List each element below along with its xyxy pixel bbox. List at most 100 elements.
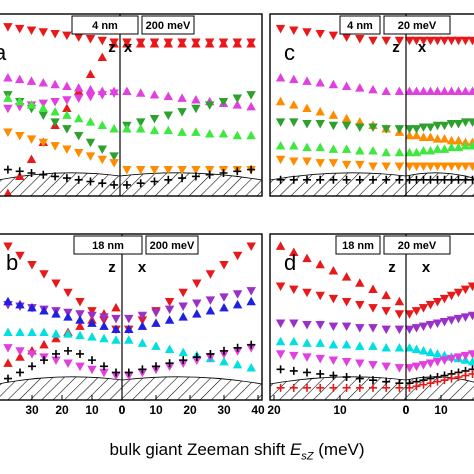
x-axis-title-prefix: bulk giant Zeeman shift: [109, 440, 290, 459]
panel-c-series-1: [275, 72, 474, 96]
panel-c-series-4-right-point-1: [411, 147, 422, 157]
panel-c-series-4-right-point-4: [432, 144, 443, 153]
panel-a-series-3-left-point-8: [97, 91, 108, 100]
panel-d-series-3-right-point-0: [404, 342, 415, 352]
panel-d-series-2-right-point-7: [453, 314, 464, 324]
panel-c-series-6-left-point-8: [382, 175, 391, 184]
panel-a-series-7-right-point-7: [219, 169, 228, 177]
panel-b-series-5-left-point-6: [75, 362, 85, 372]
panel-a-series-6-left-point-7: [85, 152, 96, 161]
panel-c-series-3-right-point-3: [425, 123, 436, 132]
panel-c-series-2-left-point-5: [341, 113, 352, 123]
panel-d-series-0-right-point-0: [404, 310, 415, 319]
panel-c-series-0-left-point-3: [315, 29, 325, 39]
panel-d-series-5-left-point-7: [369, 376, 377, 385]
panel-a-series-5-right-point-9: [246, 130, 256, 140]
panel-c-series-5-right-point-2: [418, 162, 429, 172]
panel-a-series-1-left-point-1: [14, 24, 25, 34]
panel-b-series-1-left-point-0: [3, 358, 13, 367]
panel-b-series-6-right-point-1: [138, 365, 147, 374]
panel-a-series-4-left-point-4: [50, 118, 60, 127]
panel-b-frame: [0, 233, 263, 401]
panel-b-series-6-right-point-2: [152, 362, 160, 371]
panel-d-series-0-left-point-6: [355, 301, 365, 310]
panel-b-series-4-right-point-9: [246, 363, 256, 372]
panel-d-series-1: [275, 241, 405, 306]
panel-a-series-7-right-point-9: [247, 165, 256, 174]
panel-d-series-0-right-point-1: [411, 307, 422, 316]
panel-b-series-6-right-point-0: [124, 368, 133, 377]
panel-b-right-tick-label-2: 20: [183, 403, 197, 417]
panel-c-series-0-left-point-0: [275, 24, 286, 34]
panel-a-series-2-left-point-2: [26, 76, 37, 85]
panel-d-offset: 20 meV: [398, 240, 437, 252]
panel-b-left-tick-label-2: 10: [85, 403, 99, 417]
panel-a-series-2-right-point-0: [122, 86, 132, 96]
panel-b-series-0-right-point-5: [192, 279, 202, 288]
panel-d-series-4: [275, 350, 474, 373]
panel-a-series-5-left-point-7: [85, 117, 96, 126]
panel-a-series-5-left-point-3: [38, 103, 49, 113]
panel-c-series-1-right-point-6: [446, 86, 457, 96]
panel-c-series-4-right-point-5: [439, 144, 450, 153]
panel-c-series-6-right-point-2: [419, 175, 428, 184]
panel-a-series-6-right-point-5: [191, 165, 201, 175]
panel-b-x-label: x: [138, 259, 147, 276]
panel-b-series-1-left-point-1: [15, 352, 25, 361]
panel-c-series-5-left-point-3: [315, 159, 325, 168]
panel-c-series-4-left-point-7: [368, 146, 378, 155]
panel-d-z-label: z: [388, 259, 396, 276]
panel-a-frame: [0, 13, 263, 197]
panel-c-series-4-left-point-5: [341, 144, 352, 153]
panel-a-series-4-left-point-7: [85, 138, 96, 148]
panel-b-series-6: [4, 340, 256, 383]
panel-d-series-1-left-point-0: [275, 241, 286, 250]
panel-c-series-0-right-point-6: [446, 36, 457, 46]
panel-c-series-0-right-point-9: [467, 36, 474, 46]
panel-b-series-3-right-point-9: [246, 296, 256, 306]
panel-d-series-4-right-point-2: [418, 361, 429, 370]
panel-a-series-7-right-point-2: [150, 177, 159, 186]
panel-a-series-1-left-point-6: [73, 33, 84, 42]
panel-c-series-2-left-point-2: [302, 103, 312, 113]
panel-b-series-3-left-point-6: [75, 315, 85, 324]
panel-c-series-6-right-point-6: [447, 175, 456, 184]
panel-b-series-0-right-point-8: [232, 251, 243, 261]
panel-c-series-4-left-point-3: [315, 142, 325, 152]
panel-d-series-6-left-point-7: [369, 383, 377, 392]
panel-b-series-0-left-point-6: [75, 297, 85, 307]
panel-b-series-3-right-point-6: [205, 306, 216, 315]
panel-c-series-3-right-point-5: [439, 121, 450, 131]
panel-b-series-0-left-point-3: [39, 270, 49, 279]
panel-b-series-5-left-point-1: [15, 347, 25, 356]
panel-b-series-3-right-point-8: [232, 299, 243, 309]
panel-d-series-0-right-point-6: [446, 291, 457, 301]
panel-d-series-6-right-point-3: [426, 379, 435, 388]
panel-c-series-4-left-point-6: [355, 146, 365, 155]
panel-a-series-4-right-point-2: [149, 114, 160, 124]
panel-c-series-1-left-point-3: [315, 78, 325, 87]
panel-c-series-3-left-point-7: [368, 123, 378, 132]
panel-c-series-6-right-point-1: [412, 175, 421, 184]
panel-a-series-2-left-point-5: [62, 81, 72, 90]
panel-b-offset: 200 meV: [150, 240, 195, 252]
panel-b-series-2-right-point-0: [124, 314, 134, 324]
panel-d-series-0-left-point-7: [368, 304, 378, 313]
panel-c-offset-box: [383, 15, 451, 35]
panel-d-series-2-left-point-6: [355, 324, 365, 333]
panel-a-series-2-right-point-2: [149, 89, 160, 99]
panel-c-series-0-left-point-9: [394, 36, 405, 46]
panel-c-series-6-right-point-5: [440, 175, 449, 184]
panel-a-series-5-left-point-2: [26, 100, 37, 109]
panel-b-series-6-left-point-8: [100, 362, 108, 371]
panel-b-right-tick-label-0: 0: [119, 403, 126, 417]
panel-a-series-6-left-point-5: [62, 145, 72, 155]
panel-b-series-6-right-point-4: [179, 356, 188, 365]
panel-a-series-7-right-point-5: [191, 172, 200, 181]
panel-c-series-2-left-point-1: [289, 100, 299, 109]
panel-b-left-tick-label-3: 0: [119, 403, 126, 417]
panel-d-series-3-left-point-1: [289, 336, 299, 346]
panel-c-series-0-left-point-1: [289, 26, 299, 36]
panel-d-series-2-right-point-0: [404, 325, 415, 335]
panel-d-series-4-right-point-5: [439, 356, 450, 365]
